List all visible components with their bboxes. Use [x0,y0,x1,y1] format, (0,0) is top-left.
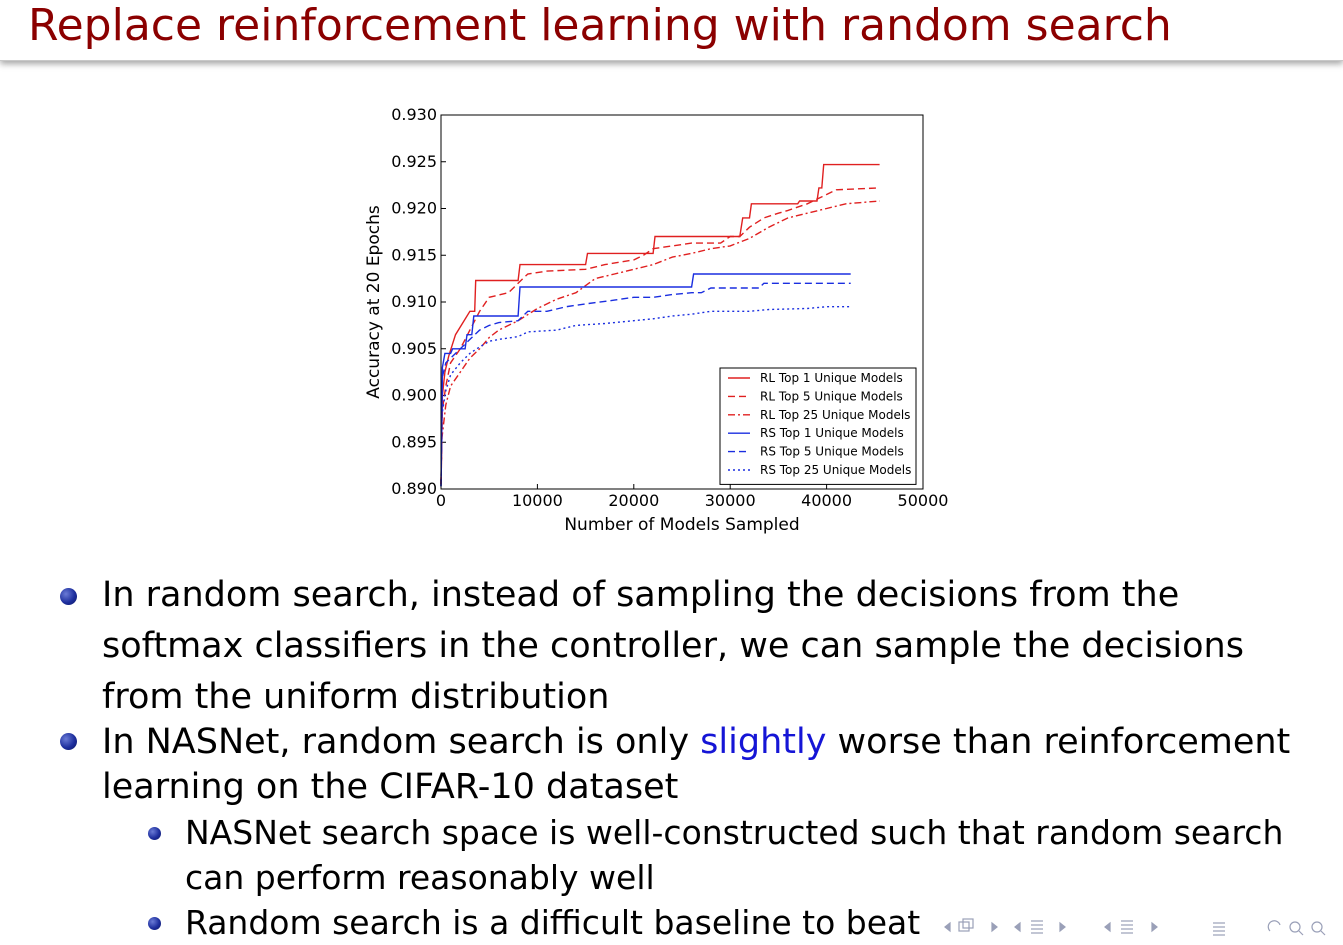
y-tick-label: 0.895 [391,432,437,451]
y-tick-label: 0.925 [391,152,437,171]
series-line-6 [440,306,851,487]
arrow-left-icon[interactable] [1104,921,1111,933]
align-icon[interactable] [1213,922,1225,936]
bullet-dot [60,588,77,605]
bullet-2-text-pre: In NASNet, random search is only [102,722,701,762]
arrow-right-icon[interactable] [991,921,998,933]
bullet-2-text-post: worse than reinforcement learning on the… [102,722,1291,807]
bullet-dot [60,733,77,750]
series-line-3 [440,200,880,485]
sub-bullet-dot [148,827,161,840]
arrow-right-icon[interactable] [1151,921,1158,933]
y-tick-label: 0.910 [391,292,437,311]
sub-bullet-dot [148,917,161,930]
sub-bullet-1: NASNet search space is well-constructed … [185,813,1284,897]
search-icon[interactable] [1267,920,1326,936]
legend-entry: RL Top 1 Unique Models [760,371,903,385]
beamer-navigation[interactable] [935,915,1335,939]
legend-entry: RL Top 25 Unique Models [760,408,910,422]
series-line-2 [440,187,880,485]
y-tick-label: 0.920 [391,199,437,218]
legend-entry: RS Top 5 Unique Models [760,445,904,459]
axis-ticks: 0 10000 20000 30000 40000 50000 0.890 0.895 0.90… [391,105,948,510]
arrow-left-icon[interactable] [1014,921,1021,933]
series-line-1 [440,163,880,485]
legend: RL Top 1 Unique Models RL Top 5 Unique Mo… [719,367,917,485]
arrow-right-icon[interactable] [1059,921,1066,933]
y-tick-label: 0.905 [391,339,437,358]
legend-box [719,367,917,485]
y-axis-label: Accuracy at 20 Epochs [364,205,384,399]
bullet-1: In random search, instead of sampling th… [102,575,1244,717]
sub-bullet-2: Random search is a difficult baseline to… [185,903,921,942]
x-tick-label: 0 [436,491,446,510]
y-tick-label: 0.930 [391,105,437,124]
x-tick-label: 30000 [705,491,756,510]
series-line-5 [440,282,851,487]
slide-title: Replace reinforcement learning with rand… [28,0,1172,51]
legend-entry: RS Top 1 Unique Models [760,426,904,440]
x-tick-label: 10000 [512,491,563,510]
legend-entry: RS Top 25 Unique Models [760,463,911,477]
x-tick-label: 50000 [898,491,949,510]
frame-icon[interactable] [958,918,974,932]
section-icon[interactable] [1031,920,1043,934]
y-tick-label: 0.915 [391,245,437,264]
highlight-word: slightly [700,722,827,762]
x-tick-label: 20000 [608,491,659,510]
title-bar: Replace reinforcement learning with rand… [0,0,1343,61]
series-lines [440,163,880,487]
plot-frame [440,114,924,490]
x-tick-label: 40000 [801,491,852,510]
bullet-2: In NASNet, random search is only slightl… [102,720,1332,810]
x-axis-label: Number of Models Sampled [564,515,799,535]
legend-entry: RL Top 5 Unique Models [760,389,903,403]
y-tick-label: 0.900 [391,386,437,405]
accuracy-line-chart: 0 10000 20000 30000 40000 50000 0.890 0.895 0.90… [364,105,948,535]
series-line-4 [440,273,851,487]
y-tick-label: 0.890 [391,479,437,498]
subsection-icon[interactable] [1121,920,1133,934]
arrow-left-icon[interactable] [944,921,951,933]
